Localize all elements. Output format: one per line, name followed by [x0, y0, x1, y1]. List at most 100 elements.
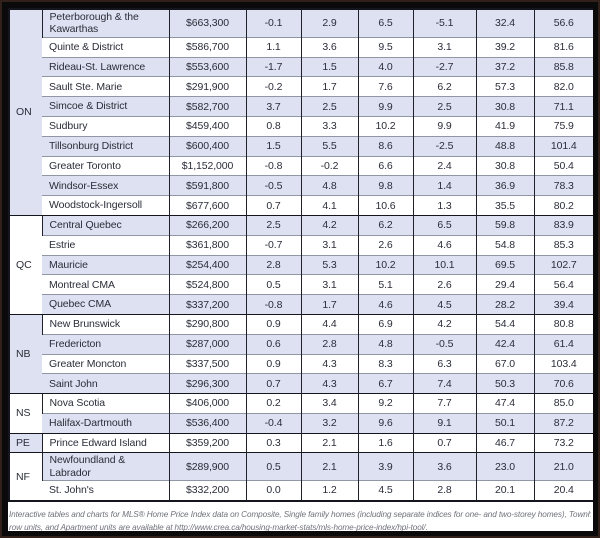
benchmark-price-cell: $524,800 [168, 274, 246, 295]
pct-change-cell: -0.8 [245, 155, 301, 176]
pct-change-cell: 87.2 [533, 412, 593, 434]
pct-change-cell: 6.2 [412, 76, 476, 97]
province-group-label: ON [9, 8, 42, 216]
region-name-cell: Quebec CMA [42, 294, 169, 315]
pct-change-cell: 8.6 [357, 135, 413, 157]
pct-change-cell: 48.8 [475, 135, 534, 157]
pct-change-cell: 61.4 [533, 333, 593, 354]
benchmark-price-cell: $296,300 [168, 373, 246, 394]
table-row: Greater Moncton $337,500 0.9 4.3 8.3 6.3 67.0 1… [9, 353, 593, 374]
pct-change-cell: 73.2 [533, 432, 593, 453]
pct-change-cell: 10.6 [357, 195, 413, 216]
benchmark-price-cell: $361,800 [168, 234, 246, 256]
pct-change-cell: 4.3 [300, 353, 358, 374]
region-name-cell: Woodstock-Ingersoll [42, 195, 169, 216]
pct-change-cell: -0.7 [245, 234, 301, 256]
table-row: St. John's $332,200 0.0 1.2 4.5 2.8 20.1 20.4 [9, 480, 593, 501]
region-name-cell: New Brunswick [41, 313, 169, 335]
region-name-cell: Saint John [42, 373, 169, 394]
hpi-table-body: ON Peterborough & the Kawarthas $663,300 -0… [9, 8, 593, 501]
pct-change-cell: 28.2 [475, 294, 534, 315]
pct-change-cell: 36.9 [475, 175, 534, 196]
benchmark-price-cell: $337,500 [168, 353, 246, 374]
pct-change-cell: 41.9 [475, 115, 534, 137]
pct-change-cell: 2.5 [412, 96, 476, 117]
pct-change-cell: -0.5 [245, 175, 301, 196]
pct-change-cell: 4.4 [300, 313, 358, 335]
pct-change-cell: -0.2 [300, 155, 358, 176]
table-row: QC Central Quebec $266,200 2.5 4.2 6.2 6.5 59.8… [9, 214, 593, 315]
pct-change-cell: 0.5 [245, 274, 301, 295]
region-name-cell: Prince Edward Island [41, 432, 169, 453]
pct-change-cell: 4.2 [300, 214, 358, 236]
pct-change-cell: 4.6 [412, 234, 476, 256]
pct-change-cell: 50.3 [475, 373, 534, 394]
benchmark-price-cell: $332,200 [168, 480, 246, 501]
pct-change-cell: 50.4 [533, 155, 593, 176]
pct-change-cell: 4.0 [357, 56, 413, 77]
pct-change-cell: 85.8 [533, 56, 593, 77]
pct-change-cell: 75.9 [533, 115, 593, 137]
pct-change-cell: 101.4 [533, 135, 593, 157]
pct-change-cell: 8.3 [357, 353, 413, 374]
pct-change-cell: 80.8 [533, 313, 593, 335]
pct-change-cell: 1.4 [412, 175, 476, 196]
report-page: ON Peterborough & the Kawarthas $663,300 -0… [8, 8, 593, 531]
region-name-cell: Fredericton [42, 333, 169, 354]
pct-change-cell: 0.3 [245, 432, 301, 453]
table-row: Tillsonburg District $600,400 1.5 5.5 8.6 -2.… [9, 135, 593, 157]
region-name-cell: St. John's [42, 480, 169, 501]
pct-change-cell: 3.6 [412, 452, 476, 481]
table-row: NB New Brunswick $290,800 0.9 4.4 6.9 4.2 54.4 8… [9, 313, 593, 394]
pct-change-cell: 46.7 [475, 432, 534, 453]
benchmark-price-cell: $287,000 [168, 333, 246, 354]
pct-change-cell: 32.4 [475, 8, 534, 38]
pct-change-cell: 6.2 [357, 214, 413, 236]
table-row: Quebec CMA $337,200 -0.8 1.7 4.6 4.5 28.2 39.4 [9, 294, 593, 315]
benchmark-price-cell: $553,600 [168, 56, 246, 77]
benchmark-price-cell: $290,800 [168, 313, 246, 335]
benchmark-price-cell: $291,900 [168, 76, 246, 97]
pct-change-cell: 9.5 [357, 36, 413, 58]
benchmark-price-cell: $677,600 [168, 195, 246, 216]
province-group-label: NF [9, 452, 42, 501]
hpi-table: ON Peterborough & the Kawarthas $663,300 -0… [8, 8, 593, 502]
pct-change-cell: 4.2 [412, 313, 476, 335]
pct-change-cell: 4.5 [412, 294, 476, 315]
pct-change-cell: -0.5 [412, 333, 476, 354]
pct-change-cell: 10.2 [357, 115, 413, 137]
pct-change-cell: 50.1 [475, 412, 534, 434]
pct-change-cell: 3.1 [300, 234, 358, 256]
region-name-cell: Simcoe & District [42, 96, 169, 117]
region-name-cell: Quinte & District [42, 36, 169, 58]
table-row: Woodstock-Ingersoll $677,600 0.7 4.1 10.6 1.3… [9, 195, 593, 216]
pct-change-cell: 9.8 [357, 175, 413, 196]
pct-change-cell: 3.9 [357, 452, 413, 481]
pct-change-cell: 42.4 [475, 333, 534, 354]
pct-change-cell: 80.2 [533, 195, 593, 216]
pct-change-cell: 1.6 [357, 432, 413, 453]
pct-change-cell: 3.7 [245, 96, 301, 117]
pct-change-cell: 3.1 [300, 274, 358, 295]
pct-change-cell: 10.2 [357, 254, 413, 275]
benchmark-price-cell: $289,900 [168, 452, 246, 481]
pct-change-cell: 54.8 [475, 234, 534, 256]
region-name-cell: Tillsonburg District [42, 135, 169, 157]
province-group-label: NS [9, 393, 42, 434]
region-name-cell: Sudbury [42, 115, 169, 137]
pct-change-cell: 4.8 [300, 175, 358, 196]
pct-change-cell: 0.7 [412, 432, 476, 453]
benchmark-price-cell: $591,800 [168, 175, 246, 196]
table-row: Greater Toronto $1,152,000 -0.8 -0.2 6.6 2.4 3… [9, 155, 593, 176]
region-name-cell: Nova Scotia [41, 393, 169, 414]
pct-change-cell: 0.2 [245, 393, 301, 414]
pct-change-cell: 0.7 [245, 195, 301, 216]
region-name-cell: Montreal CMA [42, 274, 169, 295]
pct-change-cell: 2.6 [357, 234, 413, 256]
benchmark-price-cell: $586,700 [168, 36, 246, 58]
pct-change-cell: 67.0 [475, 353, 534, 374]
table-row: NF Newfoundland & Labrador $289,900 0.5 2.1 3… [9, 452, 593, 501]
pct-change-cell: 1.1 [245, 36, 301, 58]
table-row: Montreal CMA $524,800 0.5 3.1 5.1 2.6 29.4 56.4 [9, 274, 593, 295]
table-row: Rideau-St. Lawrence $553,600 -1.7 1.5 4.0 -2.… [9, 56, 593, 77]
